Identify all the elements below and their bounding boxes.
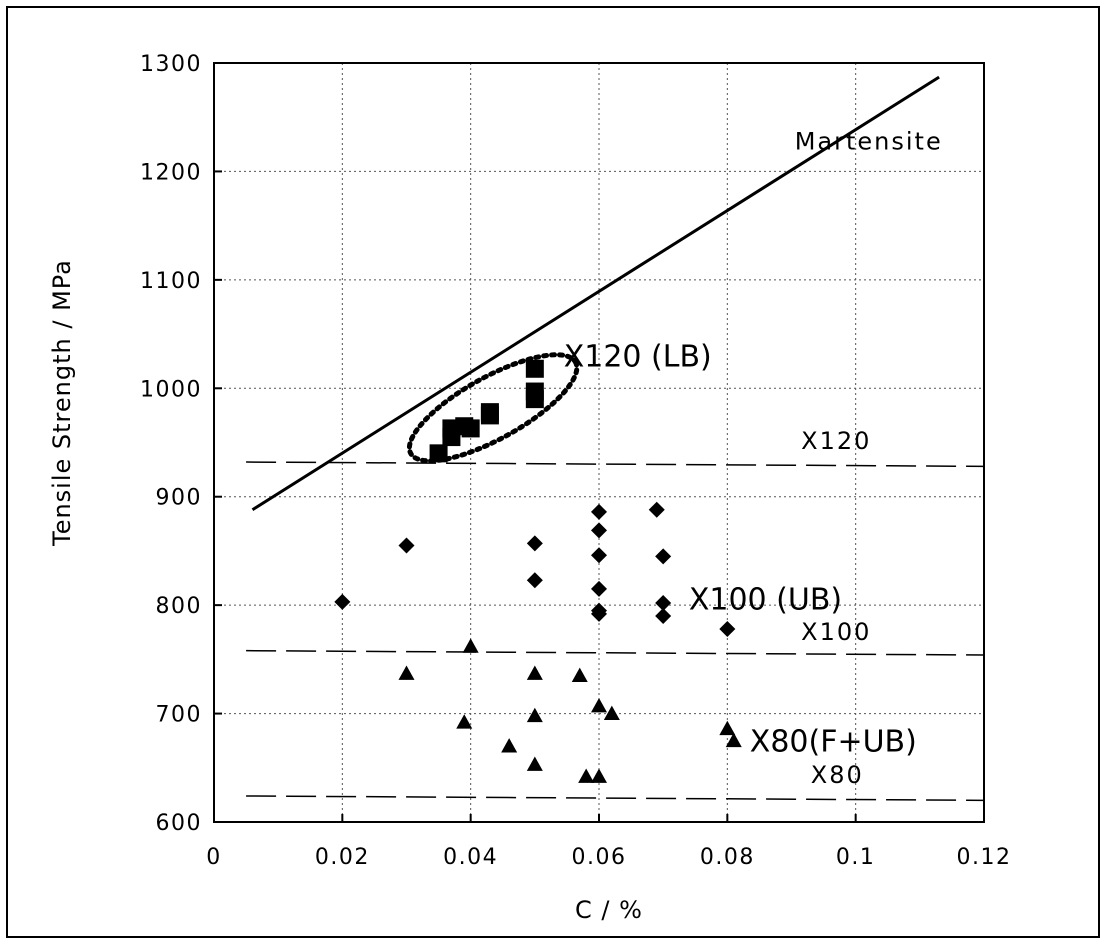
triangle-marker [603,705,620,720]
y-tick-label: 600 [156,811,203,836]
triangle-marker [462,638,479,653]
axes: 0 0.02 0.04 0.06 0.08 0.1 0.12 600 700 800 900 1000… [140,52,1012,870]
square-marker [429,444,448,463]
annotation-label: X120 (LB) [564,340,712,375]
x-tick-label: 0.12 [957,845,1012,870]
diamond-marker [591,522,607,539]
x-tick-label: 0.02 [315,845,370,870]
square-marker [480,403,499,422]
diamond-marker [398,537,415,554]
x-axis-title: C / % [575,896,643,924]
triangle-marker [398,665,415,680]
triangle-marker [725,732,742,748]
annotation-label: X80(F+UB) [750,725,917,760]
diamond-marker [655,594,672,611]
chart-frame: Martensite X120 (LB) X120 X100 (UB) X100 X80(… [6,6,1100,938]
x120-lb-region [406,352,580,464]
diamond-marker [648,501,665,518]
line-x100 [246,649,985,656]
grid [214,63,984,822]
triangle-marker [719,720,736,736]
annotation-label: Martensite [795,128,943,156]
square-marker [461,419,480,438]
y-tick-label: 1200 [140,160,202,185]
annotation-label: X100 [801,618,871,646]
line-x120 [246,461,985,468]
triangle-marker [591,768,607,783]
y-tick-label: 1100 [140,269,202,294]
diamond-marker [655,607,672,624]
y-tick-label: 1300 [140,52,202,77]
x-tick-label: 0.06 [572,845,627,870]
diamond-marker [526,535,543,552]
line-martensite [251,75,940,511]
annotations: Martensite X120 (LB) X120 X100 (UB)X100 X80(… [564,128,943,789]
x-tick-label: 0.1 [836,845,876,870]
annotation-label: X100 (UB) [689,582,842,617]
triangle-marker [578,768,595,783]
x-tick-label: 0.08 [700,845,755,870]
square-marker [525,382,544,401]
diamond-marker [655,548,672,565]
annotation-label: X80 [811,761,864,789]
line-x80 [246,795,985,802]
triangle-marker [571,667,588,683]
triangle-marker [526,665,543,680]
diamond-marker [719,620,736,637]
triangle-marker [456,714,473,729]
scatter-chart: Martensite X120 (LB) X120 X100 (UB)X100 X80(… [48,52,1012,924]
reference-lines [246,75,985,802]
square-marker [525,359,544,378]
annotation-label: X120 [801,427,871,455]
triangle-marker [501,738,518,753]
triangle-marker [526,707,543,723]
diamond-marker [591,580,607,597]
y-tick-label: 700 [156,703,203,728]
x-tick-label: 0.04 [443,845,498,870]
data-points [334,359,742,783]
y-tick-label: 800 [156,594,203,619]
diamond-marker [591,605,607,622]
y-axis-title: Tensile Strength / MPa [48,259,76,547]
dotted-ellipse [406,352,580,464]
x-tick-label: 0 [206,845,222,870]
y-tick-label: 900 [156,486,203,511]
triangle-marker [591,697,607,713]
triangle-marker [526,756,543,771]
y-tick-label: 1000 [140,377,202,402]
diamond-marker [591,547,607,564]
diamond-marker [334,593,351,610]
diamond-marker [591,503,607,520]
diamond-marker [526,572,543,589]
